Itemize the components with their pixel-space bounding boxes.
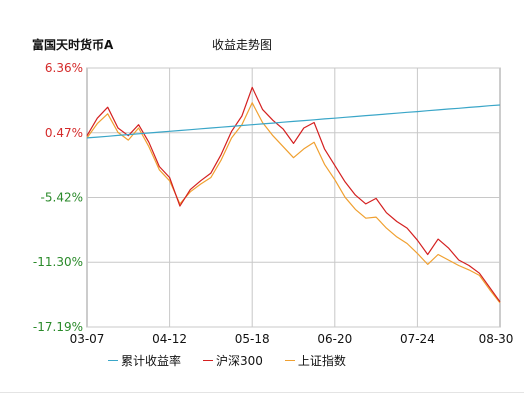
line-chart: 6.36% 0.47% -5.42% -11.30% -17.19% 03-07 04-1… xyxy=(33,61,514,345)
y-tick-label: 6.36% xyxy=(45,61,83,75)
chart-legend: 累计收益率 沪深300 上证指数 xyxy=(108,352,368,369)
x-tick-label: 04-12 xyxy=(152,332,187,345)
y-tick-label: -17.19% xyxy=(33,320,83,334)
series-lines xyxy=(86,86,501,304)
chart-title: 收益走势图 xyxy=(212,38,273,52)
series-line-2 xyxy=(86,102,501,304)
legend-swatch-hs300 xyxy=(203,360,214,361)
grid xyxy=(86,67,501,328)
bottom-divider xyxy=(0,392,524,393)
y-tick-label: -5.42% xyxy=(41,191,83,205)
legend-label-hs300: 沪深300 xyxy=(216,354,263,368)
series-line-1 xyxy=(86,86,501,303)
legend-swatch-sse xyxy=(284,360,295,361)
y-tick-label: 0.47% xyxy=(45,126,83,140)
legend-item-hs300: 沪深300 xyxy=(203,352,263,369)
y-axis-tick-labels: 6.36% 0.47% -5.42% -11.30% -17.19% xyxy=(33,61,83,334)
x-tick-label: 05-18 xyxy=(235,332,270,345)
x-tick-label: 06-20 xyxy=(317,332,352,345)
legend-item-cumulative: 累计收益率 xyxy=(108,352,181,369)
fund-name: 富国天时货币A xyxy=(32,38,114,52)
legend-label-cumulative: 累计收益率 xyxy=(121,354,182,368)
x-tick-label: 03-07 xyxy=(70,332,105,345)
x-tick-label: 07-24 xyxy=(400,332,435,345)
legend-label-sse: 上证指数 xyxy=(297,354,346,368)
x-tick-label: 08-30 xyxy=(479,332,514,345)
series-line-0 xyxy=(86,104,501,139)
legend-swatch-cumulative xyxy=(108,360,118,361)
y-tick-label: -11.30% xyxy=(33,255,83,269)
legend-item-sse: 上证指数 xyxy=(284,352,346,369)
x-axis-tick-labels: 03-07 04-12 05-18 06-20 07-24 08-30 xyxy=(70,332,514,345)
